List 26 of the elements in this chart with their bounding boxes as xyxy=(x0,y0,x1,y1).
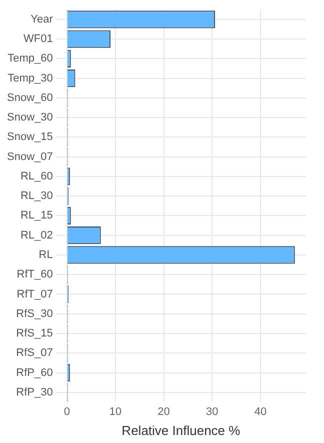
x-axis-title: Relative Influence % xyxy=(122,422,241,438)
y-tick-label: RL_15 xyxy=(20,210,53,222)
y-tick-label: RL xyxy=(38,249,53,262)
x-tick-label: 0 xyxy=(64,406,70,418)
x-tick-label: 20 xyxy=(158,406,170,418)
x-tick-label: 40 xyxy=(254,406,267,418)
y-tick-label: Year xyxy=(30,13,54,26)
y-tick-label: Snow_07 xyxy=(6,150,53,163)
y-tick-label: RL_02 xyxy=(20,229,53,242)
y-tick-label: Snow_30 xyxy=(6,112,53,124)
y-tick-label: RfT_07 xyxy=(16,288,53,300)
y-tick-label: RfS_07 xyxy=(16,347,53,360)
y-tick-label: Temp_30 xyxy=(8,72,53,84)
y-tick-label: RfT_60 xyxy=(16,268,53,281)
y-tick-label: Temp_60 xyxy=(8,52,53,65)
y-tick-label: RL_30 xyxy=(20,190,53,202)
y-tick-label: RfS_30 xyxy=(16,308,53,320)
x-tick-label: 30 xyxy=(206,406,218,418)
y-tick-label: RfS_15 xyxy=(16,328,53,340)
y-tick-label: RfP_30 xyxy=(16,386,53,398)
y-tick-label: RfP_60 xyxy=(16,366,53,379)
y-tick-label: Snow_15 xyxy=(6,131,53,144)
y-tick-label: RL_60 xyxy=(20,170,53,182)
x-tick-label: 10 xyxy=(109,406,122,418)
y-tick-label: Snow_60 xyxy=(6,92,53,104)
y-tick-label: WF01 xyxy=(24,33,53,46)
